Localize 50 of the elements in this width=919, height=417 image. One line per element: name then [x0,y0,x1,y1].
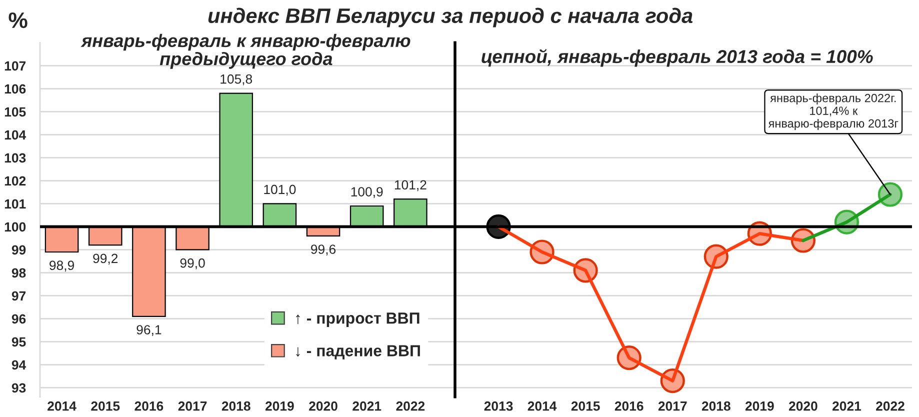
data-label: 105,8 [220,74,252,86]
x-tick-label: 2016 [614,401,644,411]
x-tick-label: 2018 [702,401,730,411]
data-label: 99,0 [180,258,205,270]
data-label: 99,2 [93,254,118,265]
x-tick-label: 2020 [309,401,338,411]
y-tick-label: 93 [12,383,26,393]
data-label: 100,9 [351,187,383,198]
y-tick-label: 97 [12,291,26,301]
x-tick-label: 2020 [788,401,818,411]
x-tick-label: 2021 [352,401,382,411]
x-tick-label: 2021 [832,401,862,411]
x-tick-label: 2022 [876,401,904,411]
y-tick-label: 103 [4,153,26,163]
y-tick-label: 101 [4,199,26,209]
data-label: 101,0 [264,184,296,196]
chart-title: индекс ВВП Беларуси за период с начала года [208,8,693,28]
legend-label: ↑ - прирост ВВП [296,312,420,327]
legend-label: ↓ - падение ВВП [296,345,420,360]
x-tick-label: 2019 [265,401,294,411]
data-label: 99,6 [311,244,336,256]
chart-subtitle: январь-февраль к январю-февралю предыдущего года [80,34,410,69]
chart-subtitle: цепной, январь-февраль 2013 года = 100% [482,49,873,67]
x-tick-label: 2017 [178,401,207,411]
data-label: 98,9 [50,260,74,272]
y-tick-label: 94 [12,360,26,370]
y-tick-label: 99 [12,245,26,255]
x-tick-label: 2014 [528,401,557,411]
x-tick-label: 2013 [484,401,513,411]
annotation: январь-февраль 2022г. 101,4% к январю-февралю 2013г [768,94,898,130]
y-tick-label: 107 [4,61,26,71]
x-tick-label: 2016 [134,401,164,411]
x-tick-label: 2015 [91,401,120,411]
x-tick-label: 2022 [396,401,425,411]
x-tick-label: 2019 [745,401,774,411]
y-tick-label: 105 [4,107,26,117]
x-tick-label: 2014 [48,401,76,411]
x-tick-label: 2018 [222,401,250,411]
x-tick-label: 2017 [658,401,687,411]
y-tick-label: 102 [4,176,26,186]
data-label: 96,1 [136,325,162,336]
y-tick-label: 95 [12,337,26,347]
y-tick-label: 100 [4,222,26,232]
x-tick-label: 2015 [571,401,600,411]
y-tick-label: 98 [12,268,26,278]
y-axis-title: % [8,12,28,28]
y-tick-label: 96 [12,314,26,324]
data-label: 101,2 [394,180,426,192]
y-tick-label: 104 [4,130,26,140]
y-tick-label: 106 [4,84,26,94]
